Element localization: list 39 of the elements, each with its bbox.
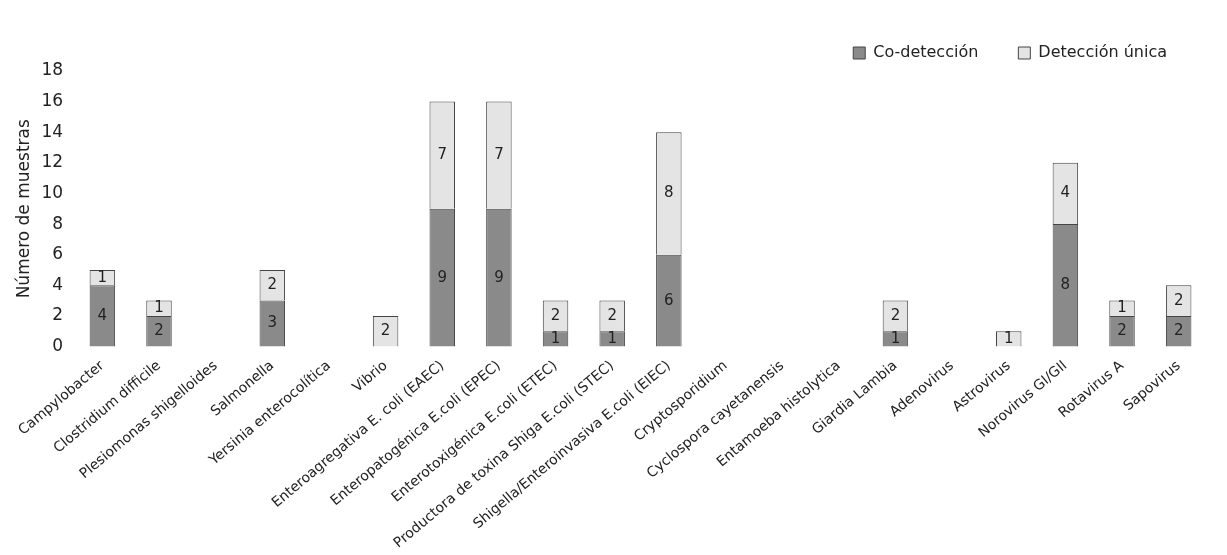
legend-label: Co-detección xyxy=(873,42,979,62)
data-label: 2 xyxy=(1173,321,1184,340)
y-tick-label: 0 xyxy=(52,334,64,355)
data-label: 1 xyxy=(1003,328,1014,347)
data-label: 2 xyxy=(607,305,617,324)
data-label: 2 xyxy=(890,305,901,324)
data-label: 4 xyxy=(1060,183,1071,202)
data-label: 7 xyxy=(494,145,504,164)
y-tick-label: 16 xyxy=(41,90,64,111)
data-label: 3 xyxy=(267,313,278,332)
data-label: 6 xyxy=(664,290,674,309)
data-label: 1 xyxy=(890,328,901,347)
y-tick-label: 10 xyxy=(41,181,64,202)
y-tick-label: 6 xyxy=(52,243,64,264)
data-label: 4 xyxy=(97,305,108,324)
y-tick-label: 14 xyxy=(41,120,64,141)
y-tick-label: 8 xyxy=(52,212,64,233)
y-tick-label: 12 xyxy=(41,151,64,172)
data-label: 9 xyxy=(494,267,504,286)
data-label: 9 xyxy=(437,267,448,286)
data-label: 2 xyxy=(267,275,278,294)
data-label: 2 xyxy=(550,305,561,324)
data-label: 1 xyxy=(1117,298,1127,317)
y-tick-label: 2 xyxy=(52,304,64,325)
data-label: 8 xyxy=(1060,275,1071,294)
data-label: 7 xyxy=(437,145,448,164)
data-label: 1 xyxy=(550,328,561,347)
data-label: 2 xyxy=(1173,290,1184,309)
data-label: 2 xyxy=(1117,321,1127,340)
y-axis-title: Número de muestras xyxy=(12,119,33,299)
y-tick-label: 18 xyxy=(41,59,64,80)
data-label: 8 xyxy=(664,183,674,202)
data-label: 2 xyxy=(154,321,164,340)
data-label: 1 xyxy=(607,328,617,347)
legend-label: Detección única xyxy=(1038,42,1168,62)
data-label: 1 xyxy=(154,298,164,317)
data-label: 1 xyxy=(97,267,108,286)
data-label: 2 xyxy=(380,321,391,340)
y-tick-label: 4 xyxy=(52,273,64,294)
